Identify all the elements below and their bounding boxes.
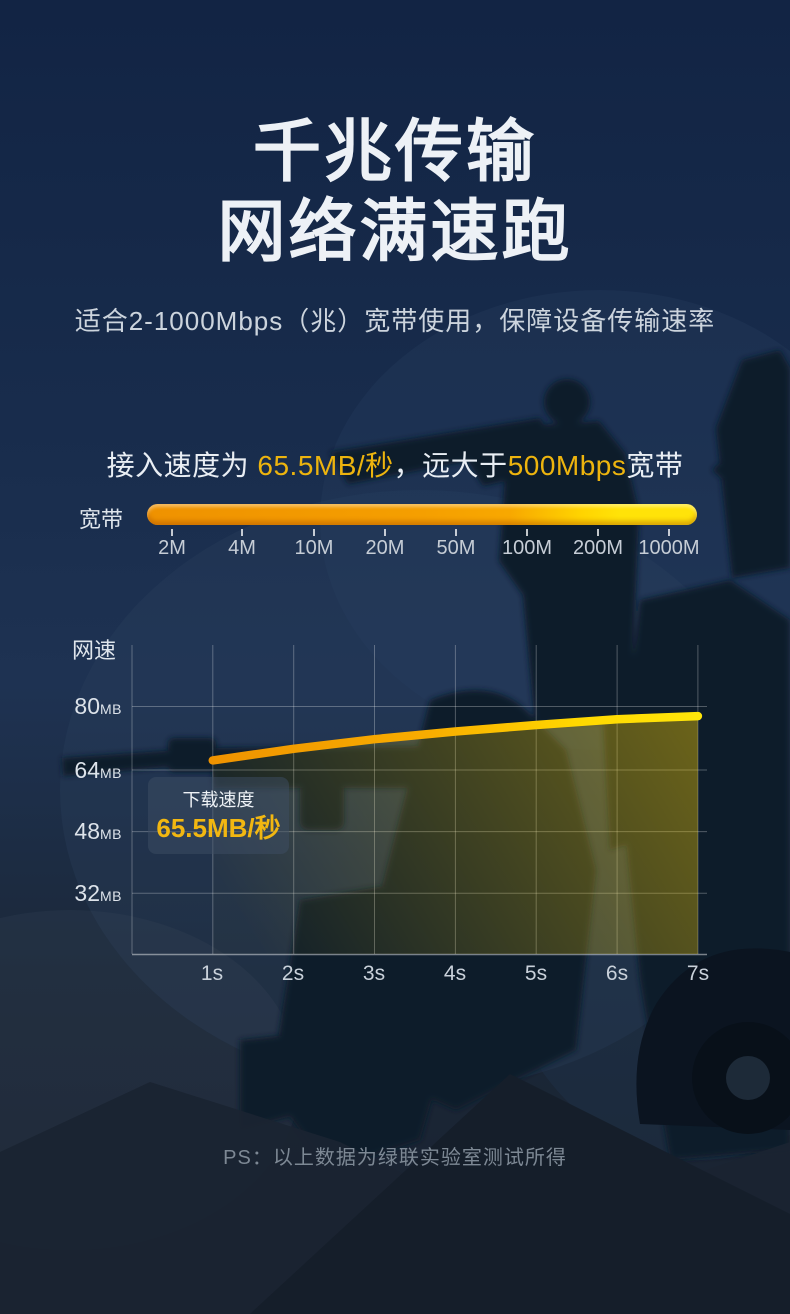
- bandwidth-axis-label: 宽带: [79, 507, 124, 532]
- page-title-line1: 千兆传输: [252, 114, 537, 190]
- y-axis-tick-label: 32MB: [74, 880, 122, 906]
- bandwidth-tick: [384, 529, 386, 536]
- x-axis-tick-label: 2s: [281, 962, 305, 985]
- bandwidth-tick: [313, 529, 315, 536]
- bandwidth-tick-label: 2M: [158, 537, 186, 559]
- claim-part: 宽带: [626, 450, 684, 481]
- y-axis-tick-label: 64MB: [74, 757, 122, 783]
- bandwidth-tick-label: 50M: [436, 537, 476, 559]
- bandwidth-tick: [526, 529, 528, 536]
- bandwidth-tick-label: 10M: [294, 537, 334, 559]
- claim-part: 接入速度为: [106, 450, 258, 481]
- page-title: 千兆传输 网络满速跑: [0, 112, 790, 272]
- x-axis-tick-label: 6s: [605, 962, 629, 985]
- x-axis-tick-label: 4s: [443, 962, 467, 985]
- bandwidth-tick: [171, 529, 173, 536]
- page-subtitle: 适合2-1000Mbps（兆）宽带使用，保障设备传输速率: [74, 306, 716, 336]
- footer-note: PS：以上数据为绿联实验室测试所得: [223, 1147, 567, 1169]
- claim-highlight-speed: 65.5MB/秒: [257, 450, 394, 481]
- bandwidth-tick: [455, 529, 457, 536]
- x-axis-tick-label: 5s: [524, 962, 548, 985]
- bandwidth-gauge-bar: [147, 504, 697, 525]
- bandwidth-tick: [668, 529, 670, 536]
- x-axis-tick-label: 3s: [362, 962, 386, 985]
- bandwidth-tick: [241, 529, 243, 536]
- vehicle-silhouette: [636, 948, 790, 1134]
- y-axis-tick-label: 80MB: [74, 693, 122, 719]
- bandwidth-tick-label: 1000M: [638, 537, 700, 559]
- x-axis-tick-label: 7s: [686, 962, 710, 985]
- download-curve: [208, 711, 703, 765]
- claim-highlight-bandwidth: 500Mbps: [507, 450, 627, 481]
- tooltip-label: 下载速度: [182, 789, 255, 810]
- tooltip-value: 65.5MB/秒: [156, 812, 281, 843]
- y-axis-tick-label: 48MB: [74, 818, 122, 844]
- bandwidth-tick-label: 20M: [365, 537, 405, 559]
- bandwidth-tick-label: 100M: [501, 537, 553, 559]
- claim-part: ，远大于: [393, 450, 508, 481]
- download-speed-tooltip: 下载速度 65.5MB/秒: [148, 777, 289, 854]
- bandwidth-tick-label: 4M: [228, 537, 256, 559]
- page-title-line2: 网络满速跑: [217, 194, 573, 270]
- x-axis-tick-label: 1s: [200, 962, 224, 985]
- bandwidth-tick-label: 200M: [572, 537, 624, 559]
- speed-claim: 接入速度为 65.5MB/秒，远大于500Mbps宽带: [0, 444, 790, 484]
- bandwidth-tick: [597, 529, 599, 536]
- network-speed-axis-label: 网速: [72, 638, 117, 663]
